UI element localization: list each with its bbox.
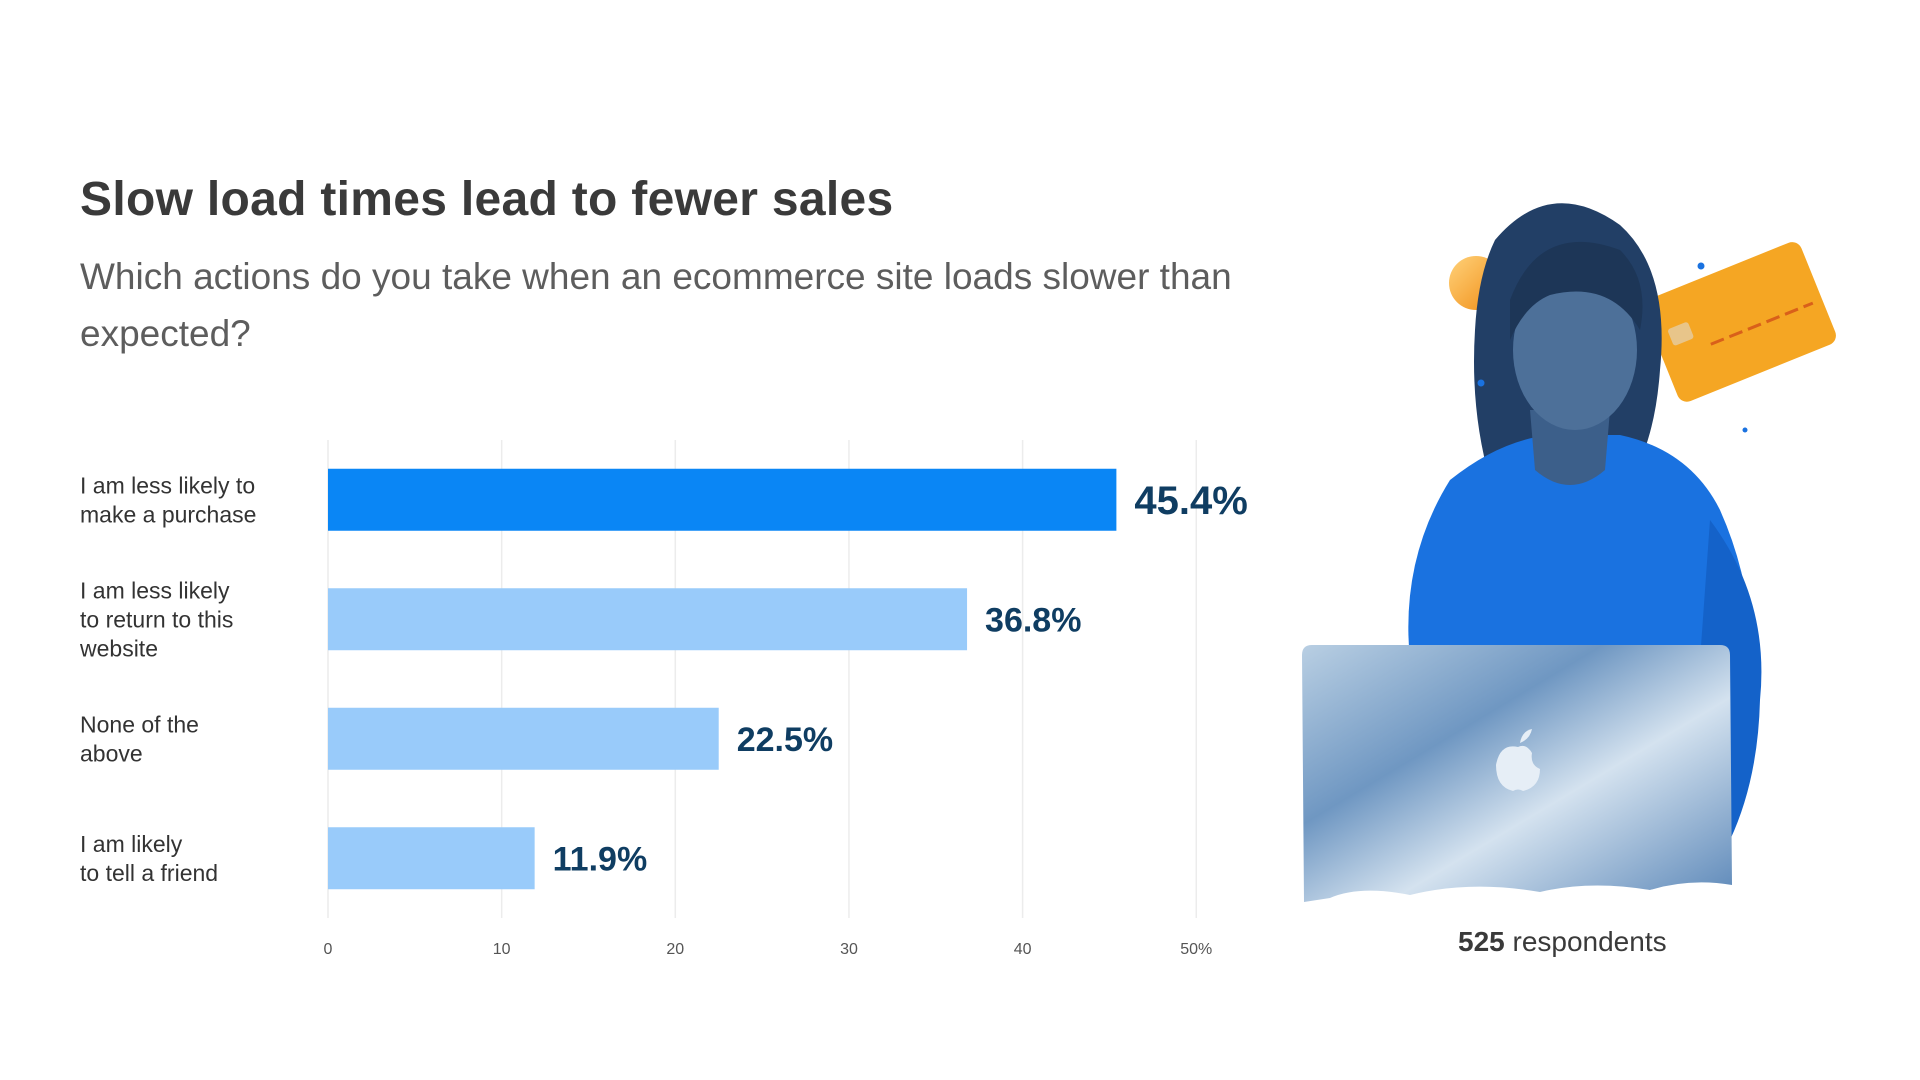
face-shape: [1513, 270, 1637, 430]
category-label-line: I am less likely: [80, 577, 230, 603]
x-axis-ticks: 0 10 20 30 40 50%: [324, 941, 1213, 958]
x-tick-label: 40: [1014, 941, 1032, 958]
bars: [328, 468, 1117, 890]
category-label-line: make a purchase: [80, 501, 256, 527]
category-label-line: I am less likely to: [80, 472, 255, 498]
category-label-line: to return to this: [80, 606, 233, 632]
category-label-line: I am likely: [80, 831, 183, 857]
chart-title: Slow load times lead to fewer sales: [80, 173, 894, 226]
hair-front-shape: [1510, 241, 1643, 340]
x-tick-label: 50%: [1180, 941, 1212, 958]
category-label: I am likely to tell a friend: [80, 831, 218, 886]
bar-2: [328, 588, 968, 651]
credit-card-icon: [1643, 242, 1836, 402]
x-tick-label: 0: [324, 941, 333, 958]
sparkle-dot: [1742, 427, 1748, 433]
category-label-line: None of the: [80, 711, 199, 737]
category-label: I am less likely to make a purchase: [80, 472, 256, 527]
bar-3: [328, 707, 719, 770]
x-tick-label: 20: [666, 941, 684, 958]
bar-chart: 45.4% I am less likely to make a purchase 3…: [79, 440, 1248, 958]
value-label: 36.8%: [985, 601, 1081, 639]
category-label: None of the above: [80, 711, 199, 766]
respondents-label: respondents: [1512, 926, 1667, 957]
sparkle-dot: [1697, 262, 1705, 270]
category-label: I am less likely to return to this website: [79, 577, 233, 661]
respondents-count: 525: [1458, 926, 1505, 957]
shirt-shape: [1408, 435, 1752, 700]
neck-shape: [1530, 410, 1610, 485]
bar-1: [328, 468, 1117, 531]
bar-4: [328, 827, 535, 890]
category-label-line: above: [80, 740, 143, 766]
chart-subtitle: Which actions do you take when an ecomme…: [80, 256, 1232, 354]
value-label: 22.5%: [737, 721, 833, 759]
category-label-line: to tell a friend: [80, 860, 218, 886]
category-label-line: website: [79, 635, 158, 661]
x-tick-label: 30: [840, 941, 858, 958]
value-label: 45.4%: [1134, 479, 1247, 523]
value-label: 11.9%: [553, 840, 648, 878]
labels: 45.4% I am less likely to make a purchase 3…: [79, 472, 1248, 886]
respondents-note: 525 respondents: [1458, 926, 1667, 958]
person-with-laptop-icon: [1302, 203, 1836, 902]
x-tick-label: 10: [493, 941, 511, 958]
apple-logo-icon: [1496, 729, 1540, 791]
sparkle-dot: [1477, 379, 1485, 387]
